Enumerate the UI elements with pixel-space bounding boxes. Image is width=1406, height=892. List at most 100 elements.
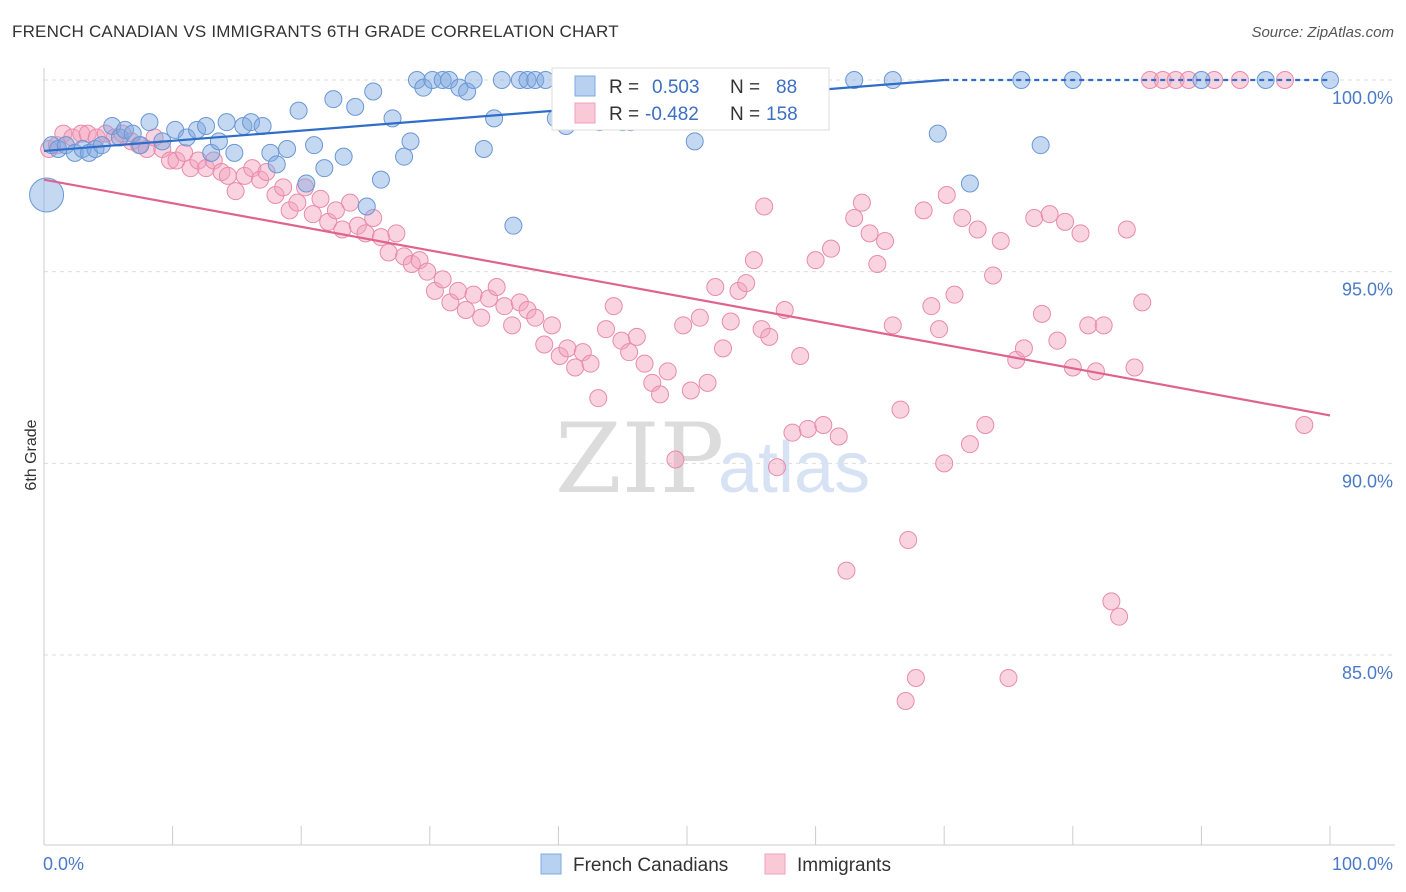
scatter-point bbox=[658, 362, 677, 381]
scatter-point bbox=[928, 124, 947, 143]
scatter-point bbox=[542, 316, 561, 335]
scatter-point bbox=[891, 400, 910, 419]
scatter-point bbox=[945, 285, 964, 304]
watermark-zip: ZIP bbox=[555, 403, 724, 515]
y-tick-label: 95.0% bbox=[1342, 280, 1393, 300]
scatter-point bbox=[721, 312, 740, 331]
scatter-point bbox=[274, 178, 293, 197]
scatter-point bbox=[798, 419, 817, 438]
immigrants-trend-line bbox=[43, 178, 1331, 417]
scatter-point bbox=[225, 143, 244, 162]
scatter-point bbox=[968, 220, 987, 239]
legend-r-label-2: R = bbox=[609, 104, 639, 125]
scatter-point bbox=[760, 327, 779, 346]
scatter-point bbox=[177, 128, 196, 147]
scatter-point bbox=[1256, 71, 1275, 89]
scatter-point bbox=[1321, 71, 1339, 89]
scatter-point bbox=[418, 262, 437, 281]
y-tick-label: 90.0% bbox=[1342, 471, 1393, 491]
scatter-point bbox=[315, 159, 334, 178]
scatter-point bbox=[1275, 71, 1294, 89]
scatter-point bbox=[334, 147, 353, 166]
scatter-point bbox=[251, 170, 270, 189]
scatter-point bbox=[876, 232, 895, 250]
scatter-point bbox=[395, 147, 414, 166]
scatter-point bbox=[504, 216, 523, 235]
scatter-point bbox=[589, 389, 608, 408]
bottom-legend-immigrants: Immigrants bbox=[797, 855, 891, 876]
scatter-point bbox=[456, 301, 475, 319]
scatter-point bbox=[566, 358, 585, 377]
scatter-point bbox=[698, 373, 717, 392]
legend-n-value-1: 88 bbox=[776, 77, 797, 98]
scatter-point bbox=[303, 205, 322, 224]
scatter-point bbox=[960, 435, 979, 454]
immigrants-points bbox=[40, 71, 1314, 710]
scatter-point bbox=[371, 170, 390, 189]
legend-n-label-2: N = bbox=[730, 104, 760, 125]
scatter-point bbox=[161, 151, 180, 170]
scatter-point bbox=[868, 255, 887, 273]
scatter-point bbox=[341, 193, 360, 212]
scatter-point bbox=[464, 285, 483, 304]
scatter-point bbox=[131, 136, 150, 155]
legend-swatch-blue bbox=[574, 75, 596, 97]
scatter-point bbox=[860, 224, 879, 243]
scatter-point bbox=[348, 216, 367, 235]
legend-r-label-1: R = bbox=[609, 77, 639, 98]
scatter-point bbox=[364, 209, 383, 227]
scatter-point bbox=[1056, 212, 1075, 231]
scatter-point bbox=[526, 308, 545, 327]
bottom-legend: French Canadians Immigrants bbox=[540, 853, 891, 876]
scatter-point bbox=[550, 347, 569, 365]
scatter-point bbox=[681, 381, 700, 400]
scatter-point bbox=[991, 232, 1010, 250]
scatter-point bbox=[175, 143, 194, 162]
scatter-point-large bbox=[29, 177, 65, 213]
scatter-point bbox=[1094, 316, 1113, 335]
scatter-point bbox=[267, 155, 286, 174]
scatter-point bbox=[581, 354, 600, 373]
scatter-point bbox=[729, 281, 748, 300]
scatter-point bbox=[852, 193, 871, 212]
scatter-point bbox=[896, 692, 915, 710]
scatter-point bbox=[1040, 205, 1059, 224]
scatter-point bbox=[526, 71, 545, 89]
scatter-point bbox=[814, 416, 833, 434]
scatter-point bbox=[261, 143, 280, 162]
scatter-point bbox=[324, 90, 343, 109]
scatter-point bbox=[289, 101, 308, 120]
scatter-point bbox=[1230, 71, 1249, 89]
scatter-point bbox=[197, 117, 216, 135]
scatter-point bbox=[1025, 209, 1044, 227]
scatter-point bbox=[305, 136, 324, 155]
scatter-point bbox=[650, 385, 669, 404]
scatter-point bbox=[999, 669, 1018, 687]
scatter-point bbox=[266, 186, 285, 204]
scatter-point bbox=[278, 140, 297, 158]
scatter-point bbox=[472, 308, 491, 327]
legend-r-value-2: -0.482 bbox=[645, 104, 699, 125]
scatter-point bbox=[822, 239, 841, 258]
scatter-point bbox=[930, 320, 949, 339]
scatter-point bbox=[1071, 224, 1090, 243]
scatter-point bbox=[297, 174, 316, 193]
legend-n-value-2: 158 bbox=[766, 104, 798, 125]
scatter-point bbox=[433, 71, 452, 89]
scatter-point bbox=[379, 243, 398, 262]
legend-n-label-1: N = bbox=[730, 77, 760, 98]
scatter-point bbox=[226, 182, 245, 201]
scatter-point bbox=[883, 316, 902, 335]
scatter-point bbox=[326, 201, 345, 220]
x-tick-left: 0.0% bbox=[43, 854, 84, 874]
scatter-point bbox=[464, 71, 483, 89]
scatter-point bbox=[218, 166, 237, 185]
scatter-point bbox=[620, 343, 639, 362]
scatter-point bbox=[518, 301, 537, 319]
scatter-point bbox=[357, 197, 376, 216]
scatter-point bbox=[395, 247, 414, 266]
correlation-legend: R = 0.503 N = 88 R = -0.482 N = 158 bbox=[551, 67, 830, 131]
scatter-point bbox=[1032, 304, 1051, 323]
scatter-point bbox=[440, 71, 459, 89]
scatter-point bbox=[1140, 71, 1159, 89]
